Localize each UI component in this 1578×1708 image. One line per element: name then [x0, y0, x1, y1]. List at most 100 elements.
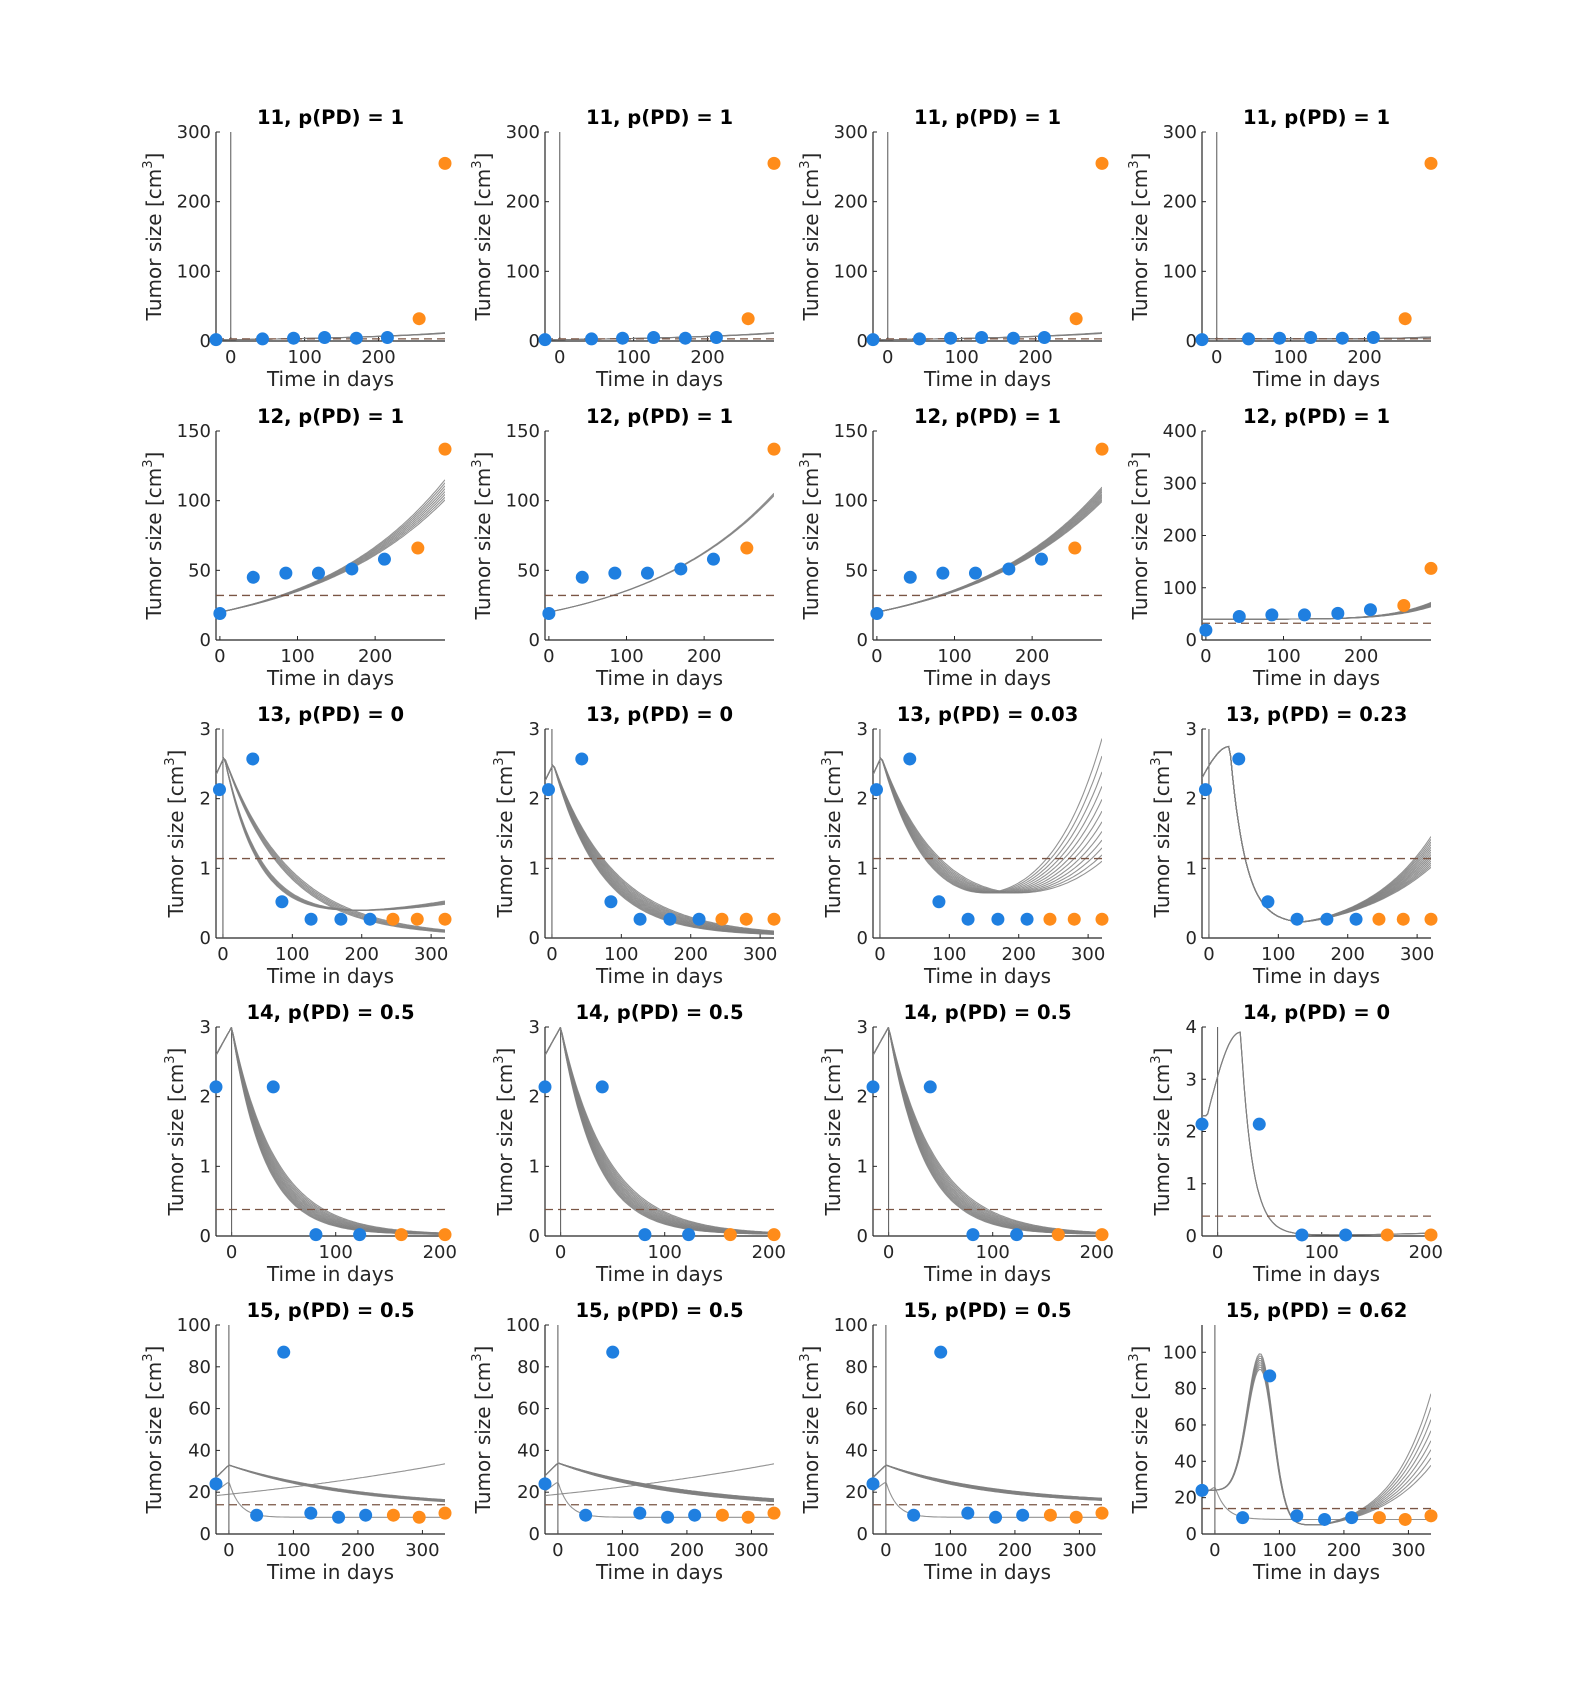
observed-point [277, 1346, 290, 1359]
model-curve [873, 1028, 1102, 1234]
y-tick-label: 0 [857, 1524, 868, 1545]
model-curve [216, 497, 445, 613]
x-tick-label: 200 [690, 347, 724, 368]
subplot-title: 11, p(PD) = 1 [1243, 106, 1390, 129]
heldout-point [1096, 913, 1109, 926]
observed-point [542, 783, 555, 796]
heldout-point [716, 1509, 729, 1522]
observed-point [1295, 1228, 1308, 1241]
observed-point [661, 1511, 674, 1524]
heldout-point [742, 312, 755, 325]
heldout-point [1070, 312, 1083, 325]
x-tick-label: 200 [670, 1540, 704, 1561]
y-tick-label: 0 [1186, 331, 1197, 352]
x-tick-label: 0 [546, 944, 557, 965]
x-tick-label: 300 [405, 1540, 439, 1561]
heldout-point [1044, 1509, 1057, 1522]
model-curve [1202, 747, 1431, 923]
x-tick-label: 100 [937, 646, 971, 667]
model-curve [873, 1465, 1102, 1500]
observed-point [381, 331, 394, 344]
x-tick-label: 200 [1327, 1540, 1361, 1561]
model-curve [1202, 1354, 1431, 1525]
observed-point [961, 1507, 974, 1520]
model-curve [545, 1028, 774, 1234]
subplot-title: 11, p(PD) = 1 [914, 106, 1061, 129]
plot-area [873, 1027, 1102, 1236]
model-curve [216, 1028, 445, 1234]
y-tick-label: 1 [1186, 858, 1197, 879]
x-tick-label: 100 [605, 1540, 639, 1561]
observed-point [1265, 608, 1278, 621]
observed-point [944, 332, 957, 345]
x-tick-label: 100 [944, 347, 978, 368]
x-tick-label: 300 [1071, 944, 1105, 965]
y-tick-label: 60 [1174, 1415, 1197, 1436]
y-tick-label: 0 [529, 331, 540, 352]
y-tick-label: 0 [1186, 1524, 1197, 1545]
observed-point [332, 1511, 345, 1524]
y-tick-label: 2 [857, 1087, 868, 1108]
subplot-9: 13, p(PD) = 001230 100 200 300Time in daysT… [492, 703, 781, 988]
model-curve [873, 1028, 1102, 1233]
model-curve [216, 758, 445, 910]
model-curve [1202, 1365, 1431, 1525]
heldout-point [1425, 562, 1438, 575]
model-curve [545, 1028, 774, 1234]
heldout-point [439, 1228, 452, 1241]
model-curve [873, 1028, 1102, 1234]
x-tick-label: 200 [1331, 944, 1365, 965]
model-curve [545, 1028, 774, 1233]
x-axis-label: Time in days [923, 1560, 1051, 1584]
y-tick-label: 100 [506, 491, 540, 512]
observed-point [907, 1509, 920, 1522]
x-axis-label: Time in days [1252, 964, 1380, 988]
x-tick-label: 200 [1409, 1242, 1443, 1263]
y-tick-label: 100 [1163, 1342, 1197, 1363]
y-tick-label: 50 [845, 560, 868, 581]
subplot-title: 12, p(PD) = 1 [586, 405, 733, 428]
observed-point [378, 553, 391, 566]
model-curve [545, 1028, 774, 1234]
x-axis-label: Time in days [595, 367, 723, 391]
model-curve [216, 486, 445, 613]
model-curve [216, 758, 445, 910]
model-curve [216, 1465, 445, 1501]
plot-area [873, 132, 1102, 341]
observed-point [210, 1080, 223, 1093]
model-curve [216, 1465, 445, 1502]
observed-point [267, 1080, 280, 1093]
model-curve [1202, 1369, 1431, 1525]
model-curve [873, 487, 1102, 613]
y-tick-label: 0 [200, 928, 211, 949]
observed-point [934, 1346, 947, 1359]
model-curve [873, 1465, 1102, 1499]
x-tick-label: 200 [1018, 347, 1052, 368]
y-tick-label: 0 [857, 630, 868, 651]
x-tick-label: 0 [1211, 347, 1222, 368]
y-tick-label: 0 [857, 928, 868, 949]
model-curve [545, 1028, 774, 1234]
x-axis-label: Time in days [923, 1262, 1051, 1286]
y-tick-label: 0 [529, 630, 540, 651]
model-curve [873, 1028, 1102, 1235]
model-curve [545, 1028, 774, 1233]
subplot-title: 12, p(PD) = 1 [257, 405, 404, 428]
y-tick-label: 3 [1186, 1069, 1197, 1090]
y-axis-label: Tumor size [cm3] [798, 452, 823, 621]
observed-point [585, 332, 598, 345]
observed-point [904, 571, 917, 584]
y-axis-label: Tumor size [cm3] [1127, 153, 1152, 322]
y-axis-label: Tumor size [cm3] [163, 750, 188, 919]
y-tick-label: 0 [200, 1524, 211, 1545]
y-tick-label: 300 [1163, 473, 1197, 494]
y-tick-label: 100 [834, 261, 868, 282]
observed-point [596, 1080, 609, 1093]
x-tick-label: 0 [883, 1242, 894, 1263]
model-curve [873, 1028, 1102, 1234]
observed-point [213, 783, 226, 796]
heldout-point [1425, 1228, 1438, 1241]
model-curve [216, 758, 445, 910]
observed-point [345, 562, 358, 575]
